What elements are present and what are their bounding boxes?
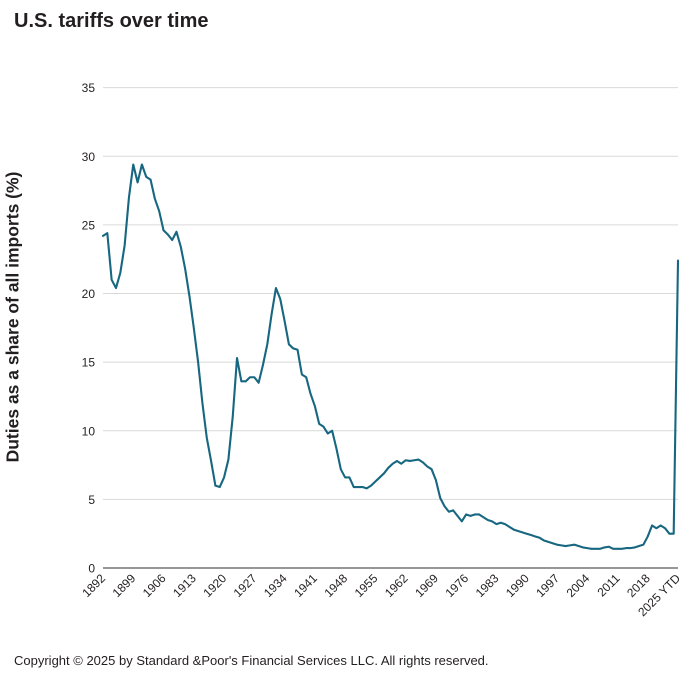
svg-text:15: 15 bbox=[82, 356, 96, 370]
svg-text:35: 35 bbox=[82, 81, 96, 95]
svg-text:1920: 1920 bbox=[200, 571, 229, 600]
svg-text:1941: 1941 bbox=[291, 571, 320, 600]
svg-text:1997: 1997 bbox=[533, 571, 562, 600]
svg-text:1983: 1983 bbox=[473, 571, 502, 600]
svg-text:1962: 1962 bbox=[382, 571, 411, 600]
svg-text:1934: 1934 bbox=[261, 571, 290, 600]
svg-text:20: 20 bbox=[82, 287, 96, 301]
svg-text:1927: 1927 bbox=[231, 571, 260, 600]
svg-text:1899: 1899 bbox=[110, 571, 139, 600]
svg-text:1892: 1892 bbox=[79, 571, 108, 600]
svg-text:2011: 2011 bbox=[594, 571, 622, 599]
svg-text:0: 0 bbox=[88, 562, 95, 576]
svg-text:1955: 1955 bbox=[352, 571, 381, 600]
svg-text:1976: 1976 bbox=[442, 571, 471, 600]
svg-text:1948: 1948 bbox=[321, 571, 350, 600]
svg-text:1906: 1906 bbox=[140, 571, 169, 600]
svg-text:30: 30 bbox=[82, 150, 96, 164]
svg-text:1990: 1990 bbox=[503, 571, 532, 600]
svg-text:10: 10 bbox=[82, 424, 96, 438]
svg-text:2004: 2004 bbox=[564, 571, 593, 600]
svg-text:25: 25 bbox=[82, 218, 96, 232]
svg-text:1913: 1913 bbox=[170, 571, 199, 600]
svg-text:5: 5 bbox=[88, 493, 95, 507]
svg-text:1969: 1969 bbox=[412, 571, 441, 600]
